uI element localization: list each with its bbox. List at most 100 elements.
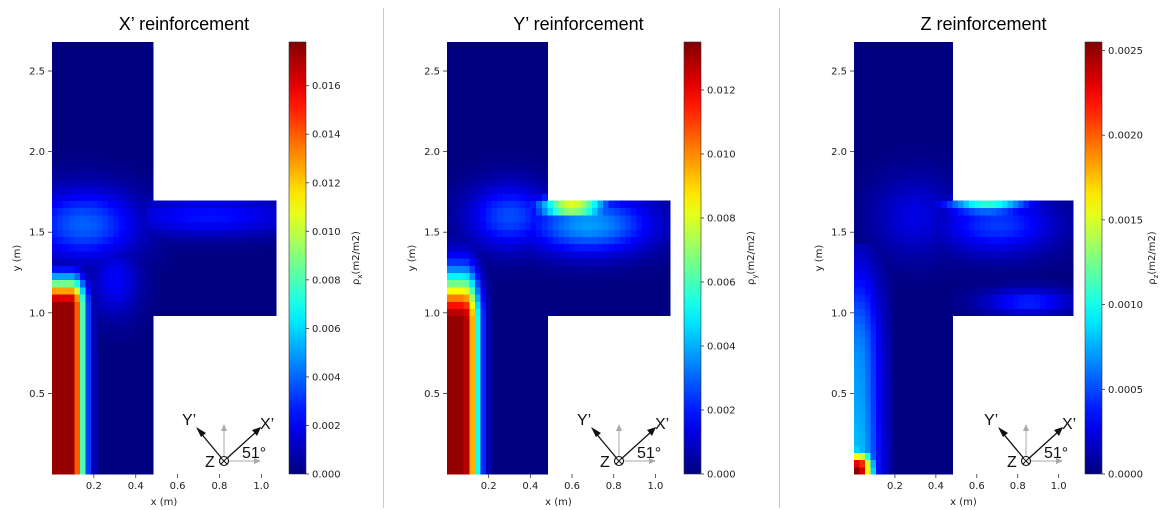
- heatmap-cell: [1012, 243, 1019, 252]
- heatmap-cell: [208, 222, 215, 230]
- heatmap-cell: [259, 200, 266, 209]
- heatmap-cell: [870, 430, 877, 439]
- heatmap-cell: [474, 236, 482, 245]
- heatmap-cell: [530, 351, 537, 360]
- heatmap-cell: [870, 351, 877, 360]
- heatmap-cell: [564, 286, 571, 295]
- heatmap-cell: [164, 222, 171, 230]
- heatmap-cell: [1029, 207, 1036, 216]
- heatmap-cell: [996, 229, 1003, 237]
- heatmap-cell: [63, 337, 70, 345]
- heatmap-cell: [175, 222, 182, 230]
- heatmap-cell: [536, 351, 543, 360]
- heatmap-cell: [192, 229, 199, 237]
- heatmap-cell: [80, 286, 87, 295]
- heatmap-cell: [52, 351, 59, 360]
- heatmap-cell: [91, 459, 98, 468]
- heatmap-cell: [502, 301, 509, 309]
- heatmap-cell: [914, 236, 921, 245]
- heatmap-cell: [603, 214, 610, 223]
- y-tick-label: 2.5: [29, 67, 45, 78]
- heatmap-cell: [91, 85, 98, 93]
- heatmap-cell: [141, 366, 148, 374]
- heatmap-cell: [1012, 250, 1019, 259]
- heatmap-cell: [530, 279, 537, 288]
- heatmap-cell: [919, 236, 926, 245]
- heatmap-cell: [541, 308, 548, 317]
- heatmap-cell: [480, 445, 487, 453]
- heatmap-cell: [130, 49, 137, 57]
- heatmap-cell: [930, 49, 937, 57]
- heatmap-cell: [480, 70, 487, 79]
- heatmap-cell: [208, 200, 215, 209]
- heatmap-cell: [936, 423, 943, 432]
- heatmap-cell: [80, 142, 87, 151]
- heatmap-cell: [96, 243, 103, 252]
- heatmap-cell: [91, 423, 98, 432]
- heatmap-cell: [52, 286, 59, 295]
- heatmap-cell: [892, 315, 899, 324]
- heatmap-cell: [881, 315, 888, 324]
- heatmap-cell: [452, 70, 459, 79]
- heatmap-cell: [130, 330, 137, 338]
- heatmap-cell: [63, 265, 70, 273]
- heatmap-cell: [102, 452, 109, 461]
- heatmap-cell: [96, 250, 103, 259]
- heatmap-cell: [508, 92, 515, 101]
- heatmap-cell: [124, 394, 131, 403]
- heatmap-cell: [519, 265, 526, 273]
- heatmap-cell: [68, 265, 75, 273]
- heatmap-cell: [859, 445, 866, 453]
- heatmap-cell: [52, 56, 59, 65]
- heatmap-cell: [892, 272, 899, 281]
- heatmap-cell: [486, 49, 493, 57]
- heatmap-cell: [480, 63, 487, 72]
- heatmap-cell: [141, 416, 148, 425]
- heatmap-cell: [147, 121, 154, 129]
- heatmap-cell: [130, 344, 137, 353]
- heatmap-cell: [859, 186, 866, 194]
- heatmap-cell: [491, 135, 498, 144]
- heatmap-cell: [141, 207, 148, 216]
- heatmap-cell: [875, 99, 882, 108]
- heatmap-cell: [80, 272, 87, 281]
- y-prime-label: Y’: [182, 412, 196, 429]
- heatmap-cell: [881, 322, 888, 331]
- heatmap-cell: [985, 258, 992, 266]
- heatmap-cell: [903, 322, 910, 331]
- heatmap-cell: [52, 330, 59, 338]
- heatmap-cell: [136, 315, 143, 324]
- heatmap-cell: [447, 229, 454, 237]
- heatmap-cell: [541, 164, 548, 173]
- heatmap-cell: [547, 222, 554, 230]
- heatmap-cell: [892, 214, 899, 223]
- heatmap-cell: [925, 56, 932, 65]
- heatmap-cell: [74, 171, 81, 180]
- heatmap-cell: [525, 351, 532, 360]
- heatmap-cell: [1029, 286, 1036, 295]
- heatmap-cell: [497, 207, 504, 216]
- heatmap-cell: [870, 171, 877, 180]
- heatmap-cell: [897, 63, 904, 72]
- heatmap-cell: [447, 366, 454, 374]
- heatmap-cell: [147, 466, 154, 475]
- heatmap-cell: [603, 258, 610, 266]
- heatmap-cell: [881, 344, 888, 353]
- heatmap-cell: [469, 70, 476, 79]
- heatmap-cell: [124, 121, 131, 129]
- heatmap-cell: [469, 85, 476, 93]
- heatmap-cell: [458, 243, 465, 252]
- heatmap-cell: [908, 200, 915, 209]
- heatmap-cell: [958, 265, 965, 273]
- heatmap-cell: [990, 301, 997, 309]
- heatmap-cell: [214, 286, 221, 295]
- heatmap-cell: [870, 308, 877, 317]
- heatmap-cell: [147, 243, 154, 252]
- heatmap-cell: [881, 286, 888, 295]
- y-tick-label: 1.5: [831, 228, 847, 239]
- heatmap-cell: [936, 200, 943, 209]
- y-axis-label: y (m): [407, 245, 418, 272]
- heatmap-cell: [859, 128, 866, 137]
- heatmap-cell: [569, 200, 576, 209]
- heatmap-cell: [1012, 207, 1019, 216]
